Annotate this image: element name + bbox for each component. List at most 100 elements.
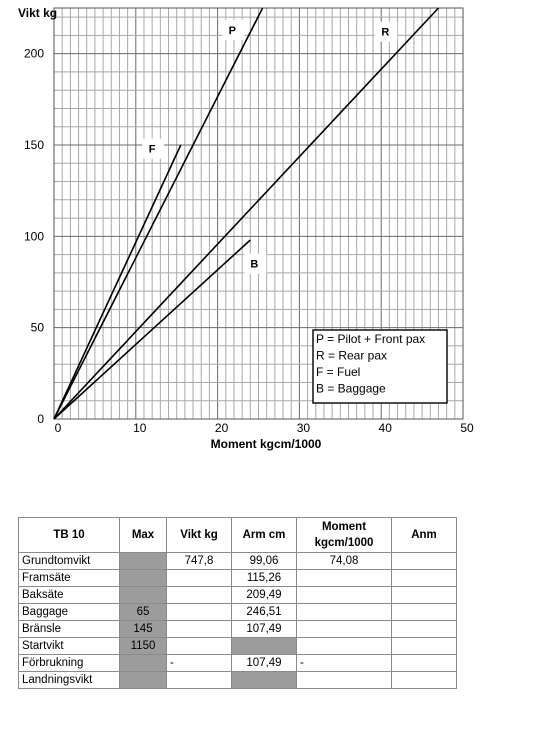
- moment-cell[interactable]: [296, 569, 392, 587]
- max-cell: 145: [119, 620, 167, 638]
- row-label: Grundtomvikt: [18, 552, 120, 570]
- arm-cell: 246,51: [231, 603, 297, 621]
- moment-cell[interactable]: [296, 620, 392, 638]
- col-header-anm: Anm: [391, 517, 457, 553]
- arm-cell: 209,49: [231, 586, 297, 604]
- moment-cell[interactable]: 74,08: [296, 552, 392, 570]
- series-label-bg: [142, 138, 165, 159]
- series-labels: P R F B: [142, 19, 398, 274]
- series-label-r: R: [381, 27, 389, 39]
- legend-entry: B = Baggage: [316, 382, 386, 396]
- y-tick-label: 150: [24, 138, 44, 152]
- max-cell: [119, 586, 167, 604]
- series-label-bg: [244, 253, 267, 274]
- row-label: Baksäte: [18, 586, 120, 604]
- x-tick-label: 0: [55, 421, 62, 435]
- vikt-cell[interactable]: [166, 620, 232, 638]
- series-label-bg: [222, 19, 245, 40]
- x-tick-label: 20: [215, 421, 229, 435]
- max-cell: 1150: [119, 637, 167, 655]
- col-header-tb10: TB 10: [18, 517, 120, 553]
- anm-cell[interactable]: [391, 586, 457, 604]
- arm-cell: 107,49: [231, 620, 297, 638]
- anm-cell[interactable]: [391, 637, 457, 655]
- legend-entry: P = Pilot + Front pax: [316, 332, 425, 346]
- series-line-f: [53, 144, 182, 420]
- anm-cell[interactable]: [391, 654, 457, 672]
- moment-cell[interactable]: [296, 586, 392, 604]
- max-cell: [119, 569, 167, 587]
- legend-box: [312, 329, 448, 404]
- vikt-cell[interactable]: [166, 637, 232, 655]
- series-label-bg: [375, 21, 398, 42]
- x-tick-label: 10: [133, 421, 147, 435]
- arm-cell: [231, 671, 297, 689]
- vikt-cell[interactable]: [166, 569, 232, 587]
- anm-cell[interactable]: [391, 569, 457, 587]
- vikt-cell[interactable]: [166, 586, 232, 604]
- anm-cell[interactable]: [391, 552, 457, 570]
- vikt-cell[interactable]: [166, 671, 232, 689]
- row-label: Startvikt: [18, 637, 120, 655]
- series-line-r: [53, 7, 440, 420]
- arm-cell: 107,49: [231, 654, 297, 672]
- y-tick-label: 100: [24, 229, 44, 243]
- vikt-cell[interactable]: 747,8: [166, 552, 232, 570]
- series-label-b: B: [250, 259, 258, 271]
- table-row: Bränsle 145 107,49: [18, 620, 457, 638]
- moment-cell[interactable]: [296, 637, 392, 655]
- col-header-moment: Moment kgcm/1000: [296, 517, 392, 553]
- anm-cell[interactable]: [391, 603, 457, 621]
- row-label: Bränsle: [18, 620, 120, 638]
- vikt-cell[interactable]: [166, 603, 232, 621]
- table-row: Grundtomvikt 747,8 99,06 74,08: [18, 552, 457, 570]
- anm-cell[interactable]: [391, 671, 457, 689]
- moment-cell[interactable]: [296, 603, 392, 621]
- legend-entry: R = Rear pax: [316, 349, 387, 363]
- series-line-p: [53, 7, 264, 420]
- x-tick-label: 30: [297, 421, 311, 435]
- row-label: Baggage: [18, 603, 120, 621]
- anm-cell[interactable]: [391, 620, 457, 638]
- col-header-max: Max: [119, 517, 167, 553]
- x-tick-label: 40: [379, 421, 393, 435]
- col-header-vikt: Vikt kg: [166, 517, 232, 553]
- table-row: Startvikt 1150: [18, 637, 457, 655]
- table-row: Landningsvikt: [18, 671, 457, 689]
- chart-ticks: 0 10 20 30 40 50 0 50 100 150 200: [24, 47, 474, 435]
- moment-cell[interactable]: [296, 671, 392, 689]
- vikt-cell[interactable]: -: [166, 654, 232, 672]
- x-tick-label: 50: [460, 421, 474, 435]
- table-header-row: TB 10 Max Vikt kg Arm cm Moment kgcm/100…: [18, 517, 457, 553]
- y-tick-label: 50: [31, 321, 45, 335]
- max-cell: [119, 671, 167, 689]
- arm-cell: [231, 637, 297, 655]
- series-label-p: P: [229, 25, 236, 37]
- x-axis-title: Moment kgcm/1000: [211, 437, 322, 451]
- plot-border: [53, 7, 464, 420]
- row-label: Framsäte: [18, 569, 120, 587]
- col-header-arm: Arm cm: [231, 517, 297, 553]
- y-tick-label: 0: [37, 412, 44, 426]
- y-tick-label: 200: [24, 47, 44, 61]
- arm-cell: 115,26: [231, 569, 297, 587]
- max-cell: [119, 654, 167, 672]
- max-cell: [119, 552, 167, 570]
- series-line-b: [53, 239, 251, 420]
- arm-cell: 99,06: [231, 552, 297, 570]
- chart-legend: P = Pilot + Front pax R = Rear pax F = Fue…: [312, 329, 448, 404]
- chart-grid: [53, 7, 464, 420]
- row-label: Landningsvikt: [18, 671, 120, 689]
- table-row: Framsäte 115,26: [18, 569, 457, 587]
- series-label-f: F: [149, 144, 156, 156]
- max-cell: 65: [119, 603, 167, 621]
- loading-chart: 0 10 20 30 40 50 0 50 100 150 200 P R F B Vikt kg Mom…: [18, 6, 474, 451]
- chart-series: [53, 7, 440, 420]
- legend-entry: F = Fuel: [316, 365, 360, 379]
- table-row: Baggage 65 246,51: [18, 603, 457, 621]
- moment-cell[interactable]: -: [296, 654, 392, 672]
- y-axis-title: Vikt kg: [18, 6, 57, 20]
- weight-balance-table: TB 10 Max Vikt kg Arm cm Moment kgcm/100…: [18, 517, 457, 689]
- table-row: Baksäte 209,49: [18, 586, 457, 604]
- table-row: Förbrukning - 107,49 -: [18, 654, 457, 672]
